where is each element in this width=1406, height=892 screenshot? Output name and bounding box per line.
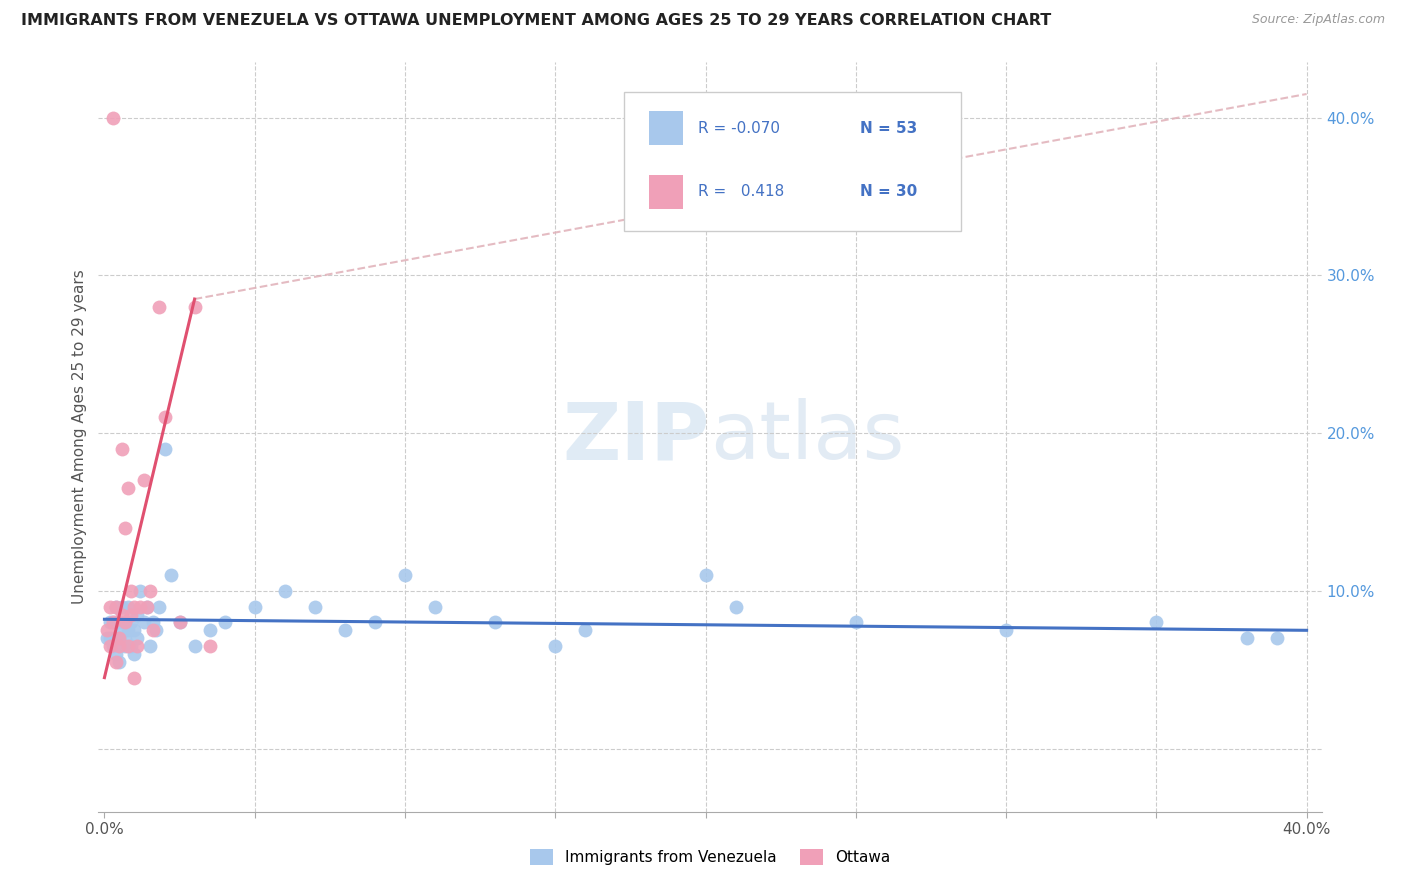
Point xyxy=(364,615,387,630)
Point xyxy=(108,639,131,653)
Point xyxy=(124,624,146,638)
FancyBboxPatch shape xyxy=(648,175,683,209)
Point xyxy=(117,639,139,653)
Point xyxy=(135,599,157,614)
Point xyxy=(121,639,143,653)
Text: atlas: atlas xyxy=(710,398,904,476)
Point xyxy=(169,615,191,630)
FancyBboxPatch shape xyxy=(648,112,683,145)
Point xyxy=(138,583,160,598)
FancyBboxPatch shape xyxy=(624,93,960,231)
Point xyxy=(124,599,146,614)
Point xyxy=(111,624,134,638)
Point xyxy=(274,583,297,598)
Point xyxy=(111,599,134,614)
Point xyxy=(100,639,122,653)
Point xyxy=(105,647,128,661)
Point xyxy=(100,599,122,614)
Point xyxy=(159,568,181,582)
Point xyxy=(141,615,163,630)
Point xyxy=(108,615,131,630)
Point xyxy=(100,615,122,630)
Point xyxy=(127,639,149,653)
Point xyxy=(214,615,236,630)
Legend: Immigrants from Venezuela, Ottawa: Immigrants from Venezuela, Ottawa xyxy=(524,843,896,871)
Point xyxy=(148,300,170,314)
Point xyxy=(132,615,155,630)
Point xyxy=(132,474,155,488)
Point xyxy=(129,599,152,614)
Point xyxy=(114,615,136,630)
Point xyxy=(845,615,868,630)
Point xyxy=(1144,615,1167,630)
Point xyxy=(121,583,143,598)
Point xyxy=(96,631,118,645)
Point xyxy=(124,647,146,661)
Point xyxy=(114,631,136,645)
Point xyxy=(117,481,139,495)
Text: ZIP: ZIP xyxy=(562,398,710,476)
Point xyxy=(574,624,596,638)
Point xyxy=(183,639,205,653)
Point xyxy=(394,568,416,582)
Text: N = 53: N = 53 xyxy=(860,120,918,136)
Point xyxy=(108,631,131,645)
Point xyxy=(114,615,136,630)
Text: N = 30: N = 30 xyxy=(860,184,918,199)
Point xyxy=(995,624,1018,638)
Point xyxy=(724,599,747,614)
Point xyxy=(121,615,143,630)
Point xyxy=(111,607,134,622)
Point xyxy=(544,639,567,653)
Point xyxy=(105,599,128,614)
Point xyxy=(103,639,125,653)
Point xyxy=(121,607,143,622)
Point xyxy=(105,655,128,669)
Point xyxy=(183,300,205,314)
Point xyxy=(105,599,128,614)
Point xyxy=(304,599,326,614)
Point xyxy=(111,442,134,456)
Point xyxy=(124,671,146,685)
Point xyxy=(243,599,266,614)
Point xyxy=(1236,631,1258,645)
Point xyxy=(333,624,356,638)
Point xyxy=(117,599,139,614)
Point xyxy=(484,615,506,630)
Point xyxy=(108,631,131,645)
Point xyxy=(103,111,125,125)
Point xyxy=(145,624,167,638)
Y-axis label: Unemployment Among Ages 25 to 29 years: Unemployment Among Ages 25 to 29 years xyxy=(72,269,87,605)
Point xyxy=(148,599,170,614)
Point xyxy=(153,442,176,456)
Point xyxy=(153,410,176,425)
Point xyxy=(169,615,191,630)
Point xyxy=(198,624,221,638)
Text: R = -0.070: R = -0.070 xyxy=(697,120,780,136)
Text: R =   0.418: R = 0.418 xyxy=(697,184,785,199)
Point xyxy=(695,568,717,582)
Point xyxy=(141,624,163,638)
Point xyxy=(198,639,221,653)
Point xyxy=(135,599,157,614)
Text: IMMIGRANTS FROM VENEZUELA VS OTTAWA UNEMPLOYMENT AMONG AGES 25 TO 29 YEARS CORRE: IMMIGRANTS FROM VENEZUELA VS OTTAWA UNEM… xyxy=(21,13,1052,29)
Point xyxy=(103,615,125,630)
Point xyxy=(1265,631,1288,645)
Point xyxy=(114,521,136,535)
Point xyxy=(117,624,139,638)
Point xyxy=(129,583,152,598)
Point xyxy=(423,599,446,614)
Point xyxy=(127,631,149,645)
Point xyxy=(103,615,125,630)
Point xyxy=(100,631,122,645)
Point xyxy=(114,639,136,653)
Point xyxy=(108,655,131,669)
Point xyxy=(96,624,118,638)
Point xyxy=(138,639,160,653)
Point xyxy=(127,607,149,622)
Text: Source: ZipAtlas.com: Source: ZipAtlas.com xyxy=(1251,13,1385,27)
